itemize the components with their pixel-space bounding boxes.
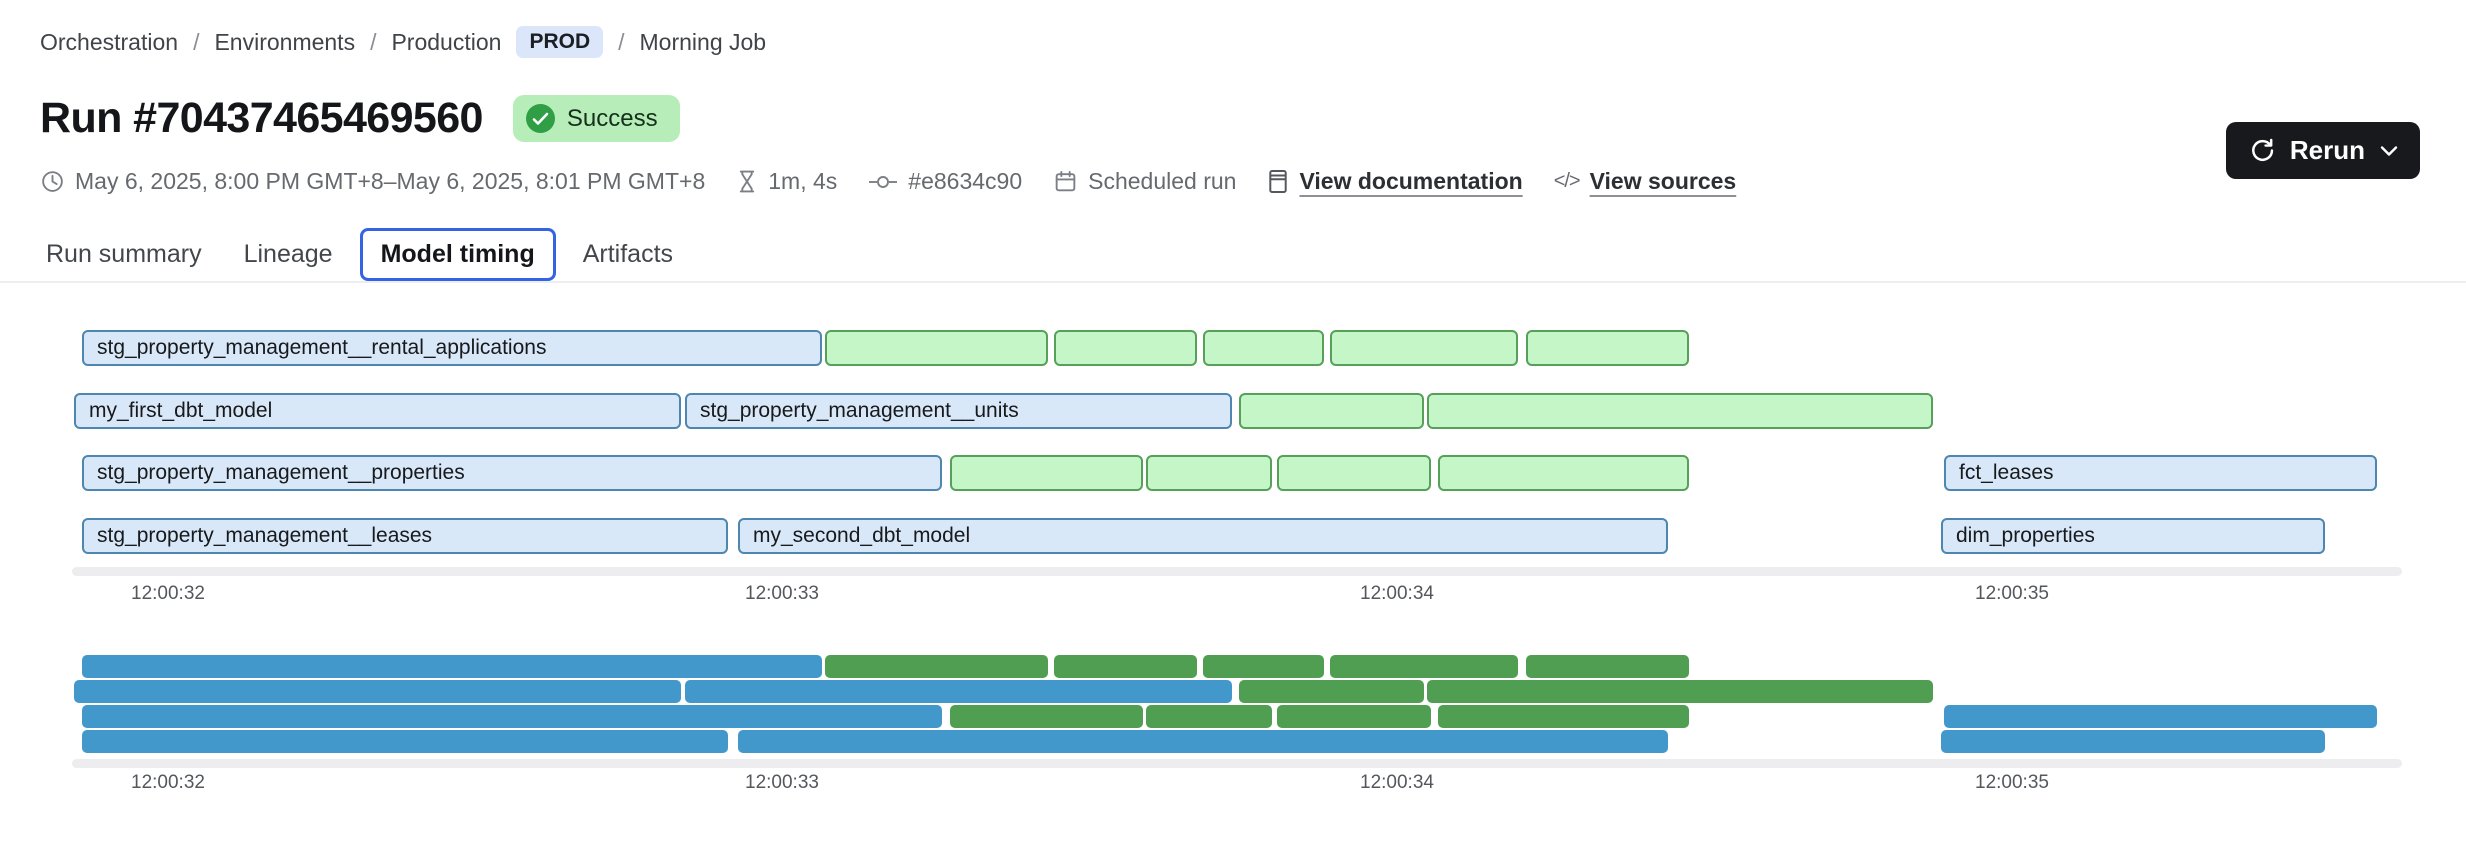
clock-icon bbox=[42, 171, 63, 192]
gantt-bar[interactable] bbox=[1330, 330, 1518, 366]
time-axis-tick: 12:00:33 bbox=[745, 772, 819, 793]
gantt-bar-dim_properties[interactable]: dim_properties bbox=[1941, 518, 2325, 554]
time-axis-tick: 12:00:34 bbox=[1360, 772, 1434, 793]
gantt-bar-stg_property_management__leases[interactable]: stg_property_management__leases bbox=[82, 518, 728, 554]
time-axis-tick: 12:00:32 bbox=[131, 583, 205, 604]
minimap-bar[interactable] bbox=[1941, 730, 2325, 753]
minimap-bar[interactable] bbox=[82, 730, 728, 753]
minimap-bar[interactable] bbox=[1277, 705, 1431, 728]
view-documentation[interactable]: View documentation bbox=[1267, 168, 1523, 195]
date-range-text: May 6, 2025, 8:00 PM GMT+8–May 6, 2025, … bbox=[75, 168, 706, 194]
gantt-bar-my_first_dbt_model[interactable]: my_first_dbt_model bbox=[74, 393, 681, 429]
status-label: Success bbox=[566, 104, 658, 132]
gantt-bar[interactable] bbox=[1438, 455, 1689, 491]
run-commit: #e8634c90 bbox=[868, 168, 1022, 195]
breadcrumb-separator: / bbox=[193, 28, 200, 55]
gantt-bar[interactable] bbox=[825, 330, 1048, 366]
breadcrumb-environments[interactable]: Environments bbox=[214, 28, 356, 55]
minimap-bar[interactable] bbox=[685, 680, 1232, 703]
minimap-bar[interactable] bbox=[950, 705, 1143, 728]
gantt-bar[interactable] bbox=[1146, 455, 1272, 491]
chevron-down-icon bbox=[2380, 145, 2398, 157]
breadcrumb-separator: / bbox=[618, 28, 625, 55]
documentation-icon bbox=[1269, 170, 1288, 193]
time-axis-tick: 12:00:35 bbox=[1975, 772, 2049, 793]
minimap-bar[interactable] bbox=[825, 655, 1048, 678]
run-time-range: May 6, 2025, 8:00 PM GMT+8–May 6, 2025, … bbox=[40, 168, 705, 195]
time-axis-tick: 12:00:32 bbox=[131, 772, 205, 793]
page-title: Run #70437465469560 bbox=[40, 94, 483, 142]
gantt-bar[interactable] bbox=[1526, 330, 1689, 366]
gantt-bar[interactable] bbox=[1427, 393, 1933, 429]
minimap-bar[interactable] bbox=[82, 655, 822, 678]
status-badge: Success bbox=[512, 95, 680, 142]
run-duration: 1m, 4s bbox=[736, 168, 837, 195]
time-axis-tick: 12:00:34 bbox=[1360, 583, 1434, 604]
view-sources[interactable]: </> View sources bbox=[1554, 168, 1737, 195]
breadcrumb-orchestration[interactable]: Orchestration bbox=[40, 28, 179, 55]
breadcrumb-separator: / bbox=[370, 28, 377, 55]
success-check-icon bbox=[525, 104, 555, 133]
commit-icon bbox=[869, 175, 898, 188]
view-sources-link[interactable]: View sources bbox=[1589, 168, 1737, 194]
minimap-bar[interactable] bbox=[1427, 680, 1933, 703]
minimap-bar[interactable] bbox=[1054, 655, 1197, 678]
tab-artifacts[interactable]: Artifacts bbox=[582, 240, 674, 268]
rerun-label: Rerun bbox=[2289, 135, 2365, 165]
calendar-icon bbox=[1055, 170, 1076, 192]
gantt-bar[interactable] bbox=[1054, 330, 1197, 366]
commit-hash: #e8634c90 bbox=[908, 168, 1023, 194]
gantt-bar[interactable] bbox=[950, 455, 1143, 491]
breadcrumb: Orchestration / Environments / Productio… bbox=[40, 26, 766, 58]
gantt-bar[interactable] bbox=[1277, 455, 1431, 491]
breadcrumb-morning-job[interactable]: Morning Job bbox=[639, 28, 767, 55]
run-meta-row: May 6, 2025, 8:00 PM GMT+8–May 6, 2025, … bbox=[40, 168, 1736, 195]
tabs-divider bbox=[0, 281, 2466, 283]
view-documentation-link[interactable]: View documentation bbox=[1299, 168, 1523, 194]
gantt-bar-stg_property_management__properties[interactable]: stg_property_management__properties bbox=[82, 455, 942, 491]
breadcrumb-production[interactable]: Production bbox=[391, 28, 502, 55]
gantt-scrollbar-track[interactable] bbox=[72, 567, 2402, 576]
minimap-bar[interactable] bbox=[1203, 655, 1324, 678]
refresh-icon bbox=[2248, 137, 2275, 164]
tab-lineage[interactable]: Lineage bbox=[243, 240, 333, 268]
tab-run-summary[interactable]: Run summary bbox=[46, 240, 202, 268]
gantt-bar[interactable] bbox=[1239, 393, 1424, 429]
code-icon: </> bbox=[1553, 170, 1581, 192]
minimap-bar[interactable] bbox=[738, 730, 1668, 753]
minimap-bar[interactable] bbox=[1438, 705, 1689, 728]
gantt-bar-my_second_dbt_model[interactable]: my_second_dbt_model bbox=[738, 518, 1668, 554]
rerun-button[interactable]: Rerun bbox=[2225, 122, 2420, 179]
time-axis-tick: 12:00:33 bbox=[745, 583, 819, 604]
duration-text: 1m, 4s bbox=[768, 168, 838, 194]
hourglass-icon bbox=[740, 170, 755, 193]
tab-model-timing[interactable]: Model timing bbox=[359, 228, 556, 281]
minimap-bar[interactable] bbox=[74, 680, 681, 703]
minimap-bar[interactable] bbox=[1944, 705, 2377, 728]
minimap-bar[interactable] bbox=[1239, 680, 1424, 703]
minimap-bar[interactable] bbox=[1330, 655, 1518, 678]
run-header: Run #70437465469560 Success bbox=[40, 94, 680, 143]
minimap-bar[interactable] bbox=[82, 705, 942, 728]
run-tabs: Run summary Lineage Model timing Artifac… bbox=[25, 228, 694, 281]
minimap-bar[interactable] bbox=[1526, 655, 1689, 678]
gantt-bar-stg_property_management__rental_applications[interactable]: stg_property_management__rental_applicat… bbox=[82, 330, 822, 366]
trigger-text: Scheduled run bbox=[1088, 168, 1237, 194]
time-axis-tick: 12:00:35 bbox=[1975, 583, 2049, 604]
gantt-bar-fct_leases[interactable]: fct_leases bbox=[1944, 455, 2377, 491]
gantt-bar[interactable] bbox=[1203, 330, 1324, 366]
minimap-bar[interactable] bbox=[1146, 705, 1272, 728]
minimap-scrollbar-track[interactable] bbox=[72, 759, 2402, 768]
gantt-bar-stg_property_management__units[interactable]: stg_property_management__units bbox=[685, 393, 1232, 429]
prod-environment-badge: PROD bbox=[516, 26, 604, 58]
run-trigger: Scheduled run bbox=[1053, 168, 1236, 195]
